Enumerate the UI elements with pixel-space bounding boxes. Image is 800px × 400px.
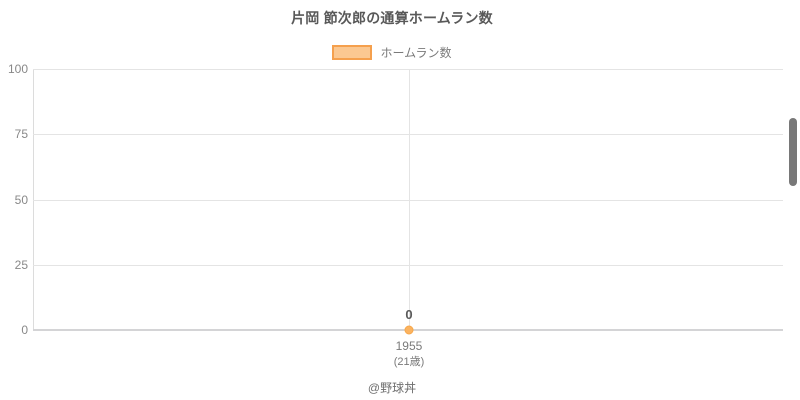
chart-legend: ホームラン数 bbox=[0, 44, 784, 61]
y-axis-tick-label: 0 bbox=[21, 323, 28, 337]
gridline bbox=[33, 199, 783, 201]
legend-item-home-runs[interactable]: ホームラン数 bbox=[332, 44, 452, 61]
y-axis-tick-label: 100 bbox=[7, 62, 28, 76]
gridline bbox=[33, 69, 783, 70]
y-axis-tick-labels: 0 25 50 75 100 bbox=[0, 62, 28, 337]
data-point-label: 0 bbox=[405, 307, 413, 322]
legend-swatch-icon bbox=[332, 45, 373, 60]
gridline bbox=[33, 134, 783, 136]
y-axis-tick-label: 25 bbox=[14, 257, 28, 272]
legend-item-label: ホームラン数 bbox=[380, 46, 452, 60]
data-point[interactable] bbox=[404, 325, 414, 335]
page-title: 片岡 節次郎の通算ホームラン数 bbox=[291, 10, 493, 26]
x-axis-tick-label: 1955 (21歳) bbox=[394, 338, 425, 370]
vertical-gridline bbox=[408, 69, 410, 330]
scrollbar-thumb[interactable] bbox=[789, 118, 797, 186]
y-axis-tick-label: 75 bbox=[14, 127, 28, 142]
x-axis-tick-age: (21歳) bbox=[393, 356, 425, 368]
watermark-label: @野球丼 bbox=[367, 381, 417, 395]
gridline bbox=[33, 264, 783, 266]
plot-area: 1955 (21歳) 0 bbox=[33, 69, 783, 368]
y-axis-tick-label: 50 bbox=[14, 192, 28, 207]
scrollbar-track[interactable] bbox=[785, 0, 800, 400]
x-axis-tick-year: 1955 bbox=[395, 339, 423, 353]
